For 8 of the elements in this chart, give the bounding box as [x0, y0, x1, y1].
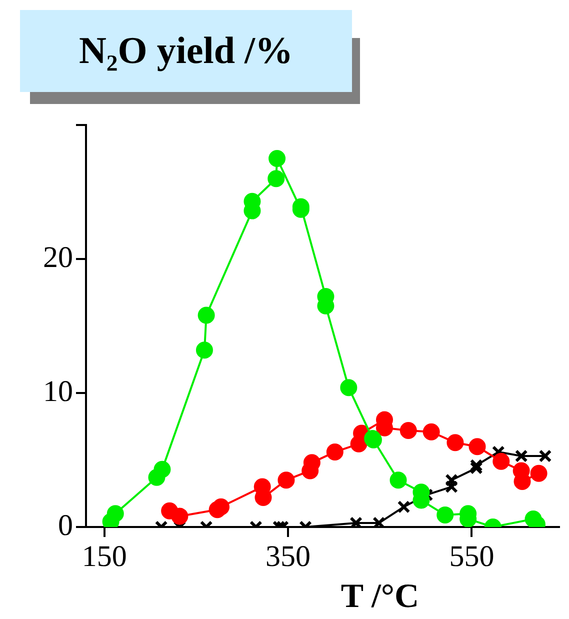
chart-title: N₂O yield /%	[20, 10, 352, 92]
x-tick-label: 350	[266, 540, 311, 573]
x-tick-label: 550	[449, 540, 494, 573]
y-tick-label: 20	[43, 240, 73, 274]
x-tick-label: 150	[82, 540, 127, 573]
x-axis-title: T /°C	[340, 578, 420, 616]
y-tick-label: 0	[58, 508, 73, 542]
y-tick-label: 10	[43, 374, 73, 408]
